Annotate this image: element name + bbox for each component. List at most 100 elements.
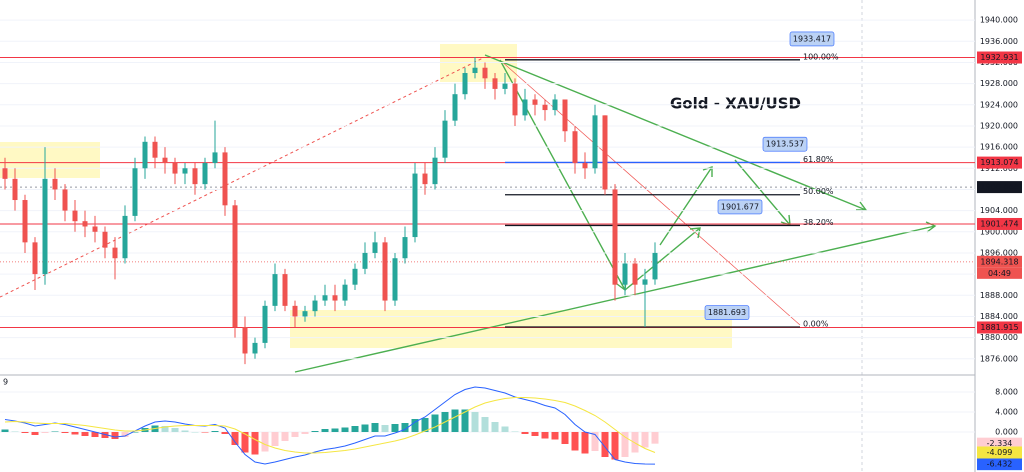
histogram-bar — [651, 432, 659, 444]
price-pane: 100.00% 61.80% 50.00% 38.20% 0.00% 1933.417 19… — [0, 16, 1022, 365]
histogram-bar — [131, 432, 139, 433]
candle-body — [322, 295, 328, 301]
candle-body — [422, 173, 428, 185]
candle-body — [82, 221, 88, 227]
candle-body — [122, 215, 128, 259]
histogram-bar — [611, 432, 619, 460]
fib-label: 61.80% — [803, 155, 834, 164]
histogram-bar — [481, 417, 489, 432]
y-tick-label: 1896.000 — [980, 248, 1018, 257]
candle-body — [652, 252, 658, 280]
candle-body — [312, 300, 318, 312]
candle-body — [492, 78, 498, 89]
histogram-bar — [191, 432, 199, 433]
candle-body — [442, 120, 448, 158]
zone — [290, 310, 732, 348]
histogram-bar — [641, 432, 649, 448]
candle-body — [102, 231, 108, 248]
histogram-bar — [231, 432, 239, 445]
callout-label: 1933.417 — [793, 34, 831, 43]
candle-body — [132, 168, 138, 216]
histogram-bar — [171, 428, 179, 432]
histogram-bar — [51, 431, 59, 432]
histogram-bar — [351, 426, 359, 432]
candle-body — [552, 99, 558, 111]
histogram-bar — [11, 431, 19, 432]
histogram-bar — [521, 432, 529, 434]
price-tag-label: 1913.074 — [980, 158, 1018, 167]
candle-body — [382, 242, 388, 301]
candle-body — [152, 141, 158, 158]
candle-body — [592, 115, 598, 169]
price-tag-label: 1901.474 — [980, 219, 1018, 228]
value-tag-label: -6.432 — [987, 460, 1013, 469]
value-tag — [977, 458, 1022, 471]
candle-body — [602, 115, 608, 190]
histogram-bar — [561, 432, 569, 444]
histogram-bar — [381, 425, 389, 432]
candle-body — [92, 226, 98, 232]
y-tick-label: 1920.000 — [980, 121, 1018, 130]
y-tick-label: 0.000 — [995, 428, 1018, 437]
histogram-bar — [331, 428, 339, 432]
histogram-bar — [41, 432, 49, 433]
histogram-bar — [501, 426, 509, 432]
histogram-bar — [471, 412, 479, 432]
candle-body — [562, 99, 568, 132]
histogram-bar — [271, 432, 279, 446]
countdown-label: 04:49 — [988, 269, 1011, 278]
histogram-bar — [301, 432, 309, 434]
fib-label: 50.00% — [803, 187, 834, 196]
candle-body — [262, 305, 268, 343]
y-tick-label: 1876.000 — [980, 354, 1018, 363]
candle-body — [512, 83, 518, 116]
candle-body — [522, 99, 528, 116]
candle-body — [482, 67, 488, 79]
histogram-bar — [81, 432, 89, 436]
candle-body — [222, 152, 228, 206]
candle-body — [242, 327, 248, 354]
histogram-bar — [511, 431, 519, 432]
histogram-bar — [21, 432, 29, 433]
candle-body — [532, 99, 538, 105]
macd-pane: 8.000 4.000 0.000 -2.334 -6.432 -4.099 — [0, 386, 1022, 471]
histogram-bar — [371, 423, 379, 432]
candle-body — [642, 279, 648, 285]
histogram-bar — [311, 431, 319, 432]
histogram-bar — [461, 409, 469, 432]
y-tick-label: 4.000 — [995, 408, 1018, 417]
histogram-bar — [451, 409, 459, 432]
candle-body — [202, 162, 208, 185]
histogram-bar — [71, 432, 79, 435]
histogram-bar — [591, 432, 599, 451]
chart-title: Gold - XAU/USD — [670, 95, 801, 113]
histogram-bar — [361, 424, 369, 432]
callout-box — [717, 199, 763, 215]
candle-body — [372, 242, 378, 253]
candle-body — [192, 168, 198, 185]
y-tick-label: 1940.000 — [980, 16, 1018, 25]
candle-body — [112, 247, 118, 259]
y-tick-label: 1928.000 — [980, 79, 1018, 88]
y-tick-label: 1884.000 — [980, 312, 1018, 321]
candle-body — [282, 274, 288, 306]
price-tag — [977, 156, 1022, 169]
price-tag — [977, 321, 1022, 334]
y-tick-label: 1900.000 — [980, 227, 1018, 236]
candle-body — [182, 168, 188, 174]
histogram-bar — [421, 418, 429, 432]
histogram-bar — [291, 432, 299, 437]
candle-body — [332, 295, 338, 301]
histogram-bar — [281, 432, 289, 441]
histogram-bar — [111, 432, 119, 439]
candle-body — [142, 141, 148, 169]
macd-line — [4, 386, 656, 465]
histogram-bar — [431, 414, 439, 432]
trend-line — [499, 59, 801, 326]
price-tag-label: 1881.915 — [980, 323, 1018, 332]
candle-body — [62, 189, 68, 211]
histogram-bar — [391, 424, 399, 432]
candle-body — [52, 178, 58, 190]
histogram-bar — [541, 432, 549, 439]
histogram-bar — [321, 429, 329, 432]
